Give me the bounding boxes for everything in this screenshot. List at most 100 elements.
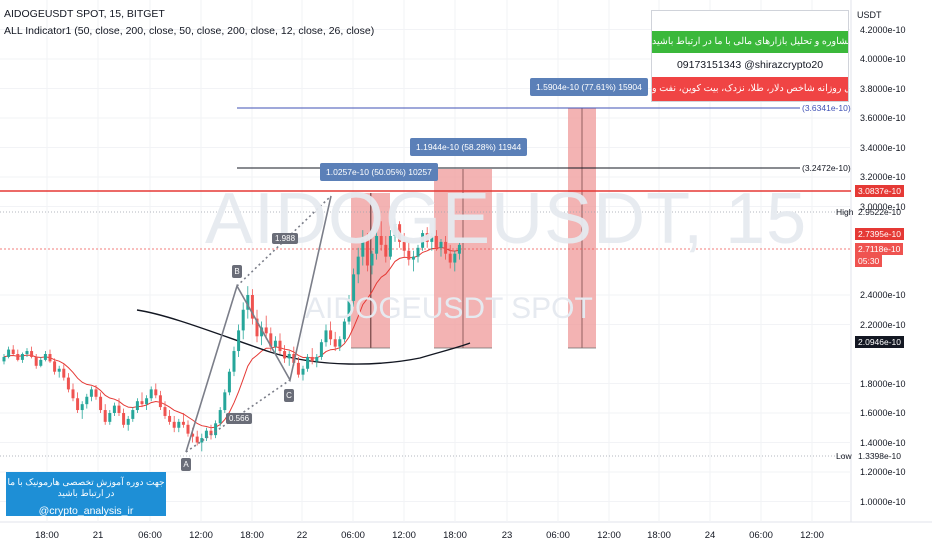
measure-label-3: 1.5904e-10 (77.61%) 15904 (530, 78, 648, 96)
candle-body (20, 354, 24, 360)
measure-label-2: 1.1944e-10 (58.28%) 11944 (410, 138, 528, 156)
candle-body (16, 354, 20, 360)
pattern-legs (185, 195, 332, 453)
candle-body (80, 404, 84, 411)
candle-body (62, 368, 66, 378)
candle-body (264, 327, 268, 334)
candle-body (57, 368, 61, 372)
candle-body (195, 436, 199, 443)
candle-body (434, 236, 438, 248)
candle-body (232, 351, 236, 372)
candle-body (135, 401, 139, 411)
candle-body (53, 361, 57, 372)
candle-body (324, 330, 328, 343)
candle-body (260, 327, 264, 337)
bar-countdown: 05:30 (855, 255, 883, 267)
candle-body (365, 238, 369, 266)
candle-body (94, 389, 98, 397)
candle-body (388, 236, 392, 257)
level-a-label: (3.6341e-10) (802, 103, 851, 113)
candle-body (158, 395, 162, 408)
low-label: Low (836, 451, 852, 461)
candle-body (76, 398, 80, 411)
candle-body (246, 295, 250, 310)
time-tick: 12:00 (189, 530, 213, 541)
candle-body (319, 342, 323, 357)
candle-body (66, 377, 70, 390)
candle-body (398, 224, 402, 242)
candle-body (112, 405, 116, 413)
price-tick: 1.4000e-10 (860, 437, 906, 448)
candle-body (287, 354, 291, 359)
price-tick: 3.2000e-10 (860, 172, 906, 182)
candle-body (204, 430, 208, 439)
candle-body (177, 421, 181, 428)
candle-body (296, 362, 300, 375)
ema-black-line (136, 309, 471, 365)
candle-body (39, 359, 43, 366)
candle-body (453, 253, 457, 263)
indicator-legend[interactable]: ALL Indicator1 (50, close, 200, close, 5… (4, 25, 375, 37)
candle-body (338, 339, 342, 347)
price-tick: 3.6000e-10 (860, 113, 906, 123)
chart-title[interactable]: AIDOGEUSDT SPOT, 15, BITGET (4, 8, 165, 20)
candle-body (223, 392, 227, 411)
candle-body (34, 356, 38, 366)
low-value: 1.3398e-10 (858, 451, 902, 461)
promo-line1: جهت دوره آموزش تخصصی هارمونیک با ما در ا… (7, 477, 165, 498)
candle-body (108, 413, 112, 422)
time-tick: 18:00 (443, 530, 467, 541)
price-tick: 1.2000e-10 (860, 467, 906, 477)
measurement-boxes (351, 108, 596, 349)
red-level-tag: 3.0837e-10 (855, 185, 905, 197)
candle-body (315, 356, 319, 362)
candle-body (103, 410, 107, 422)
time-tick: 18:00 (35, 530, 59, 541)
watermark-subtitle: AIDOGEUSDT SPOT (305, 292, 593, 325)
price-tick: 1.8000e-10 (860, 378, 906, 389)
price-tick: 2.4000e-10 (860, 290, 906, 300)
candle-body (310, 356, 314, 362)
panel-row-blank (652, 11, 848, 31)
candle-body (430, 236, 434, 242)
candle-body (306, 356, 310, 369)
ema-red-line (3, 246, 460, 429)
candle-body (71, 389, 75, 399)
candle-body (448, 253, 452, 263)
candle-body (301, 368, 305, 375)
time-tick: 22 (296, 530, 308, 541)
panel-row-contact: 09173151343 @shirazcrypto20 (652, 53, 848, 77)
candles (2, 218, 461, 452)
price-axis-unit: USDT (857, 10, 882, 20)
candle-body (214, 423, 218, 436)
candle-body (145, 398, 149, 405)
current-price-tag: 2.7395e-10 (855, 228, 905, 240)
candle-body (7, 349, 11, 357)
candle-body (131, 410, 135, 419)
time-tick: 06:00 (749, 530, 773, 541)
candle-body (457, 244, 461, 254)
time-tick: 12:00 (392, 530, 416, 541)
candle-body (283, 351, 287, 359)
candle-body (407, 250, 411, 260)
candle-body (209, 430, 213, 436)
candle-body (411, 256, 415, 260)
pattern-dotted-ac (185, 379, 291, 453)
candle-body (89, 389, 93, 397)
candle-body (421, 233, 425, 248)
price-tick: 3.4000e-10 (860, 142, 906, 153)
candle-body (361, 238, 365, 257)
candle-body (384, 244, 388, 257)
price-tick: 3.8000e-10 (860, 83, 906, 94)
candle-body (11, 349, 15, 354)
candle-body (168, 415, 172, 422)
time-tick: 18:00 (647, 530, 671, 541)
candle-body (140, 401, 144, 405)
price-tick: 2.2000e-10 (860, 319, 906, 330)
price-tick: 1.6000e-10 (860, 408, 906, 418)
candle-body (154, 389, 158, 396)
promo-handle: @crypto_analysis_ir (38, 505, 134, 517)
candle-body (292, 354, 296, 363)
ema-level-tag: 2.0946e-10 (855, 336, 905, 348)
time-tick: 21 (92, 530, 104, 541)
